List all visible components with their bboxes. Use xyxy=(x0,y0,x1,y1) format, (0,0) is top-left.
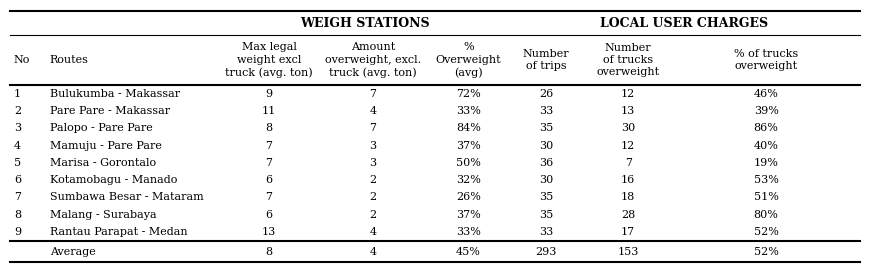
Text: 5: 5 xyxy=(14,158,21,168)
Text: 30: 30 xyxy=(539,175,553,185)
Text: 2: 2 xyxy=(369,210,376,220)
Text: 2: 2 xyxy=(14,106,21,116)
Text: 26: 26 xyxy=(539,89,553,99)
Text: 2: 2 xyxy=(369,175,376,185)
Text: 13: 13 xyxy=(262,227,275,237)
Text: 4: 4 xyxy=(369,106,376,116)
Text: Mamuju - Pare Pare: Mamuju - Pare Pare xyxy=(50,141,162,150)
Text: 72%: 72% xyxy=(455,89,481,99)
Text: 28: 28 xyxy=(620,210,634,220)
Text: 4: 4 xyxy=(14,141,21,150)
Text: 7: 7 xyxy=(265,141,272,150)
Text: 35: 35 xyxy=(539,210,553,220)
Text: 84%: 84% xyxy=(455,123,481,133)
Text: 35: 35 xyxy=(539,123,553,133)
Text: 12: 12 xyxy=(620,141,634,150)
Text: Bulukumba - Makassar: Bulukumba - Makassar xyxy=(50,89,180,99)
Text: 3: 3 xyxy=(369,158,376,168)
Text: 7: 7 xyxy=(369,123,376,133)
Text: 2: 2 xyxy=(369,193,376,202)
Text: Amount
overweight, excl.
truck (avg. ton): Amount overweight, excl. truck (avg. ton… xyxy=(325,42,421,78)
Text: Malang - Surabaya: Malang - Surabaya xyxy=(50,210,156,220)
Text: 8: 8 xyxy=(265,123,272,133)
Text: 33%: 33% xyxy=(455,227,481,237)
Text: Marisa - Gorontalo: Marisa - Gorontalo xyxy=(50,158,156,168)
Text: 7: 7 xyxy=(14,193,21,202)
Text: 293: 293 xyxy=(535,247,556,257)
Text: 45%: 45% xyxy=(455,247,481,257)
Text: 16: 16 xyxy=(620,175,634,185)
Text: %
Overweight
(avg): % Overweight (avg) xyxy=(435,42,501,78)
Text: 3: 3 xyxy=(14,123,21,133)
Text: Sumbawa Besar - Mataram: Sumbawa Besar - Mataram xyxy=(50,193,203,202)
Text: 18: 18 xyxy=(620,193,634,202)
Text: 46%: 46% xyxy=(753,89,778,99)
Text: 26%: 26% xyxy=(455,193,481,202)
Text: 50%: 50% xyxy=(455,158,481,168)
Text: 7: 7 xyxy=(265,193,272,202)
Text: Number
of trips: Number of trips xyxy=(522,49,569,71)
Text: Max legal
weight excl
truck (avg. ton): Max legal weight excl truck (avg. ton) xyxy=(225,42,313,78)
Text: LOCAL USER CHARGES: LOCAL USER CHARGES xyxy=(600,16,767,30)
Text: 7: 7 xyxy=(265,158,272,168)
Text: 33: 33 xyxy=(539,106,553,116)
Text: 53%: 53% xyxy=(753,175,778,185)
Text: 11: 11 xyxy=(262,106,275,116)
Text: 40%: 40% xyxy=(753,141,778,150)
Text: 6: 6 xyxy=(265,210,272,220)
Text: Number
of trucks
overweight: Number of trucks overweight xyxy=(596,43,659,78)
Text: 39%: 39% xyxy=(753,106,778,116)
Text: 12: 12 xyxy=(620,89,634,99)
Text: 7: 7 xyxy=(369,89,376,99)
Text: 8: 8 xyxy=(265,247,272,257)
Text: 33%: 33% xyxy=(455,106,481,116)
Text: 8: 8 xyxy=(14,210,21,220)
Text: 37%: 37% xyxy=(455,141,481,150)
Text: Routes: Routes xyxy=(50,55,89,65)
Text: 4: 4 xyxy=(369,247,376,257)
Text: 9: 9 xyxy=(14,227,21,237)
Text: 9: 9 xyxy=(265,89,272,99)
Text: WEIGH STATIONS: WEIGH STATIONS xyxy=(299,16,428,30)
Text: 51%: 51% xyxy=(753,193,778,202)
Text: No: No xyxy=(14,55,30,65)
Text: 52%: 52% xyxy=(753,227,778,237)
Text: 1: 1 xyxy=(14,89,21,99)
Text: Average: Average xyxy=(50,247,96,257)
Text: 153: 153 xyxy=(617,247,638,257)
Text: 30: 30 xyxy=(620,123,634,133)
Text: 4: 4 xyxy=(369,227,376,237)
Text: 52%: 52% xyxy=(753,247,778,257)
Text: Pare Pare - Makassar: Pare Pare - Makassar xyxy=(50,106,169,116)
Text: 13: 13 xyxy=(620,106,634,116)
Text: 3: 3 xyxy=(369,141,376,150)
Text: 17: 17 xyxy=(620,227,634,237)
Text: Kotamobagu - Manado: Kotamobagu - Manado xyxy=(50,175,176,185)
Text: 35: 35 xyxy=(539,193,553,202)
Text: 7: 7 xyxy=(624,158,631,168)
Text: 37%: 37% xyxy=(455,210,481,220)
Text: 33: 33 xyxy=(539,227,553,237)
Text: 86%: 86% xyxy=(753,123,778,133)
Text: Palopo - Pare Pare: Palopo - Pare Pare xyxy=(50,123,152,133)
Text: 80%: 80% xyxy=(753,210,778,220)
Text: % of trucks
overweight: % of trucks overweight xyxy=(733,49,798,71)
Text: Rantau Parapat - Medan: Rantau Parapat - Medan xyxy=(50,227,187,237)
Text: 32%: 32% xyxy=(455,175,481,185)
Text: 6: 6 xyxy=(14,175,21,185)
Text: 19%: 19% xyxy=(753,158,778,168)
Text: 6: 6 xyxy=(265,175,272,185)
Text: 36: 36 xyxy=(539,158,553,168)
Text: 30: 30 xyxy=(539,141,553,150)
